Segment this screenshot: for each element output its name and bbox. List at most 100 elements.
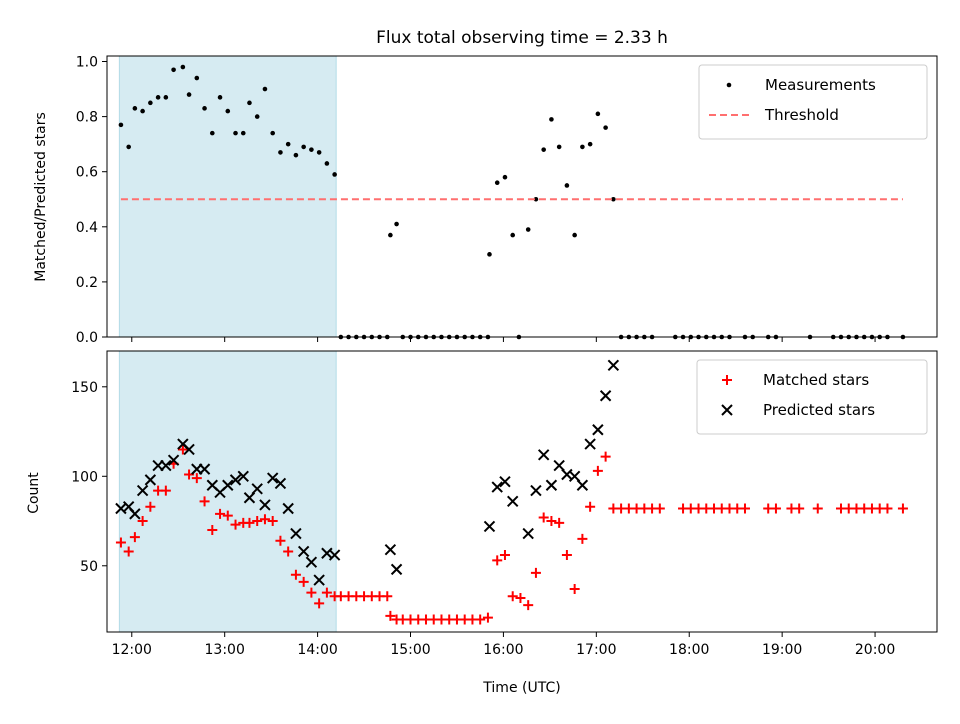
predicted-stars-point [584,438,596,450]
legend-label: Threshold [764,106,839,124]
matched-stars-point [492,555,503,566]
y-tick-label: 0.0 [76,330,98,346]
axes-layer: 0.0 0.2 0.4 0.6 0.8 1.0 50 100 150 12:00 13:00 14:0… [71,55,938,658]
matched-stars-point [259,514,270,525]
matched-stars-point [546,516,557,527]
matched-stars-point [770,503,781,514]
measurement-point [533,196,539,202]
matched-stars-point [739,503,750,514]
x-tick-label: 19:00 [762,642,802,658]
measurement-point [270,130,275,136]
matched-stars-point [499,550,510,561]
matched-stars-point [794,503,805,514]
measurement-point [502,174,508,180]
y-tick-label: 100 [71,469,98,485]
predicted-stars-point [290,527,302,540]
legend-label: Predicted stars [763,401,875,419]
measurement-point [564,183,570,188]
measurement-point [611,196,616,202]
matched-stars-point [585,501,596,512]
matched-stars-point [530,567,541,578]
plot-frame-0 [106,55,938,338]
matched-stars-point [230,519,241,530]
matched-stars-point [577,533,588,544]
predicted-stars-point [522,527,534,540]
plot-frame-1 [106,350,938,633]
measurement-point [595,111,601,117]
measurement-point [324,161,330,166]
measurement-point [140,108,145,114]
predicted-stars-point [568,470,581,482]
measurement-point [572,232,577,238]
matched-stars-point [177,444,188,455]
predicted-stars-point [384,543,397,556]
matched-stars-point [561,550,572,561]
matched-stars-point [191,473,202,484]
legend-marker-dot [726,82,732,88]
matched-stars-point [538,512,549,523]
matched-stars-point [267,516,278,527]
predicted-stars-point [491,481,503,493]
measurement-point [186,92,192,97]
matched-stars-point [314,598,325,609]
chart-title: Flux total observing time = 2.33 h [376,28,668,48]
matched-stars-point [283,546,294,557]
measurement-point [278,150,283,155]
matched-stars-point [897,503,908,514]
matched-stars-point [222,510,233,521]
observing-window-shade [118,55,337,338]
matched-stars-point [654,503,665,514]
predicted-stars-point [183,443,195,456]
predicted-stars-point [599,390,612,402]
measurement-point [262,86,268,92]
y-tick-label: 0.2 [76,275,98,291]
x-tick-label: 18:00 [669,642,709,658]
predicted-stars-point [297,545,310,558]
matched-stars-point [160,485,171,496]
x-tick-label: 14:00 [297,642,337,658]
legend-marker-plus [722,375,732,385]
measurement-point [132,106,138,111]
measurement-point [494,180,500,186]
matched-stars-point [475,614,486,625]
matched-stars-point [515,592,526,603]
measurement-point [556,144,562,150]
predicted-stars-point [243,492,256,504]
predicted-stars-point [129,508,141,520]
top-y-axis-label: Matched/Predicted stars [33,112,49,282]
measurement-point [247,100,252,106]
measurement-point [549,117,554,122]
matched-stars-point [137,516,148,527]
matched-stars-point [592,465,603,476]
matched-stars-point [569,584,580,595]
measurement-point [148,100,153,106]
measurement-point [180,64,186,70]
x-tick-label: 17:00 [576,642,616,658]
measurement-point [510,232,516,238]
predicted-stars-point [198,463,211,475]
measurement-point [202,106,207,111]
measurement-point [525,227,531,232]
x-tick-label: 15:00 [390,642,430,658]
predicted-stars-point [537,449,550,461]
matched-stars-point [523,600,534,611]
matched-stars-point [215,508,226,519]
predicted-stars-point [313,574,325,586]
measurement-point [388,232,393,238]
measurement-point [171,67,176,73]
measurement-point [225,108,231,114]
predicted-stars-point [237,470,249,482]
matched-stars-point [244,517,255,528]
y-tick-label: 1.0 [76,55,98,71]
x-tick-label: 20:00 [855,642,895,658]
matched-stars-point [290,569,301,580]
matched-stars-point [129,532,140,543]
x-tick-label: 12:00 [112,642,152,658]
measurement-point [233,130,238,136]
matched-stars-point [207,524,218,535]
measurement-point [301,144,306,150]
measurement-point [394,221,399,227]
y-tick-label: 50 [80,559,98,575]
